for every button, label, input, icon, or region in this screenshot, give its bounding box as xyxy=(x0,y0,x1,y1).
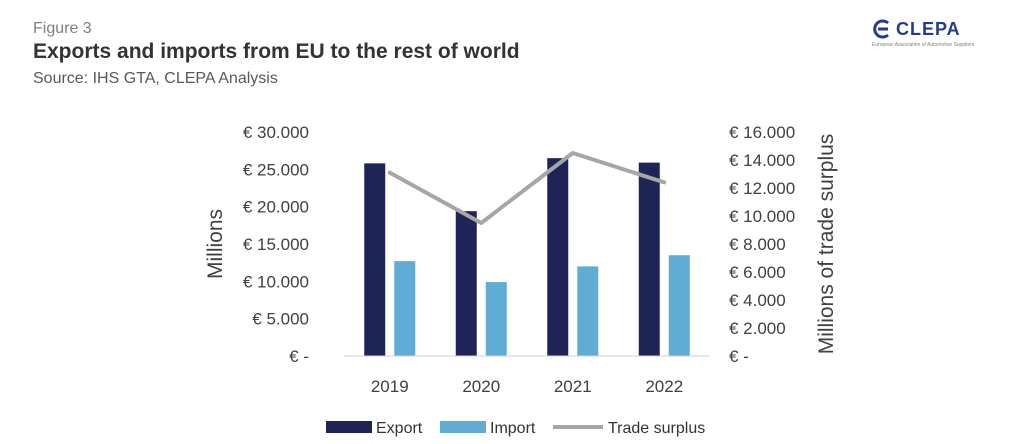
right-tick-label: € 12.000 xyxy=(729,179,795,198)
left-tick-label: € - xyxy=(289,347,309,366)
logo-name: CLEPA xyxy=(896,19,961,39)
clepa-logo-mark-icon xyxy=(873,19,889,39)
right-tick-label: € 2.000 xyxy=(729,319,786,338)
category-labels: 2019 2020 2021 2022 xyxy=(371,377,683,396)
right-axis-ticks: € - € 2.000 € 4.000 € 6.000 € 8.000 € 10.000 €… xyxy=(729,123,795,366)
import-bar-2020 xyxy=(485,282,507,356)
import-bar-2022 xyxy=(668,255,690,356)
export-bar-2021 xyxy=(547,158,569,356)
left-axis-ticks: € - € 5.000 € 10.000 € 15.000 € 20.000 € 25.0… xyxy=(243,123,309,366)
import-bar-2019 xyxy=(394,261,416,356)
import-bar-2021 xyxy=(577,266,599,356)
legend-label-import: Import xyxy=(490,420,536,437)
right-tick-label: € 14.000 xyxy=(729,151,795,170)
category-label: 2021 xyxy=(554,377,592,396)
chart-source: Source: IHS GTA, CLEPA Analysis xyxy=(33,70,278,87)
right-tick-label: € 4.000 xyxy=(729,291,786,310)
legend-swatch-import xyxy=(440,421,486,433)
export-bar-2022 xyxy=(638,162,660,356)
left-tick-label: € 10.000 xyxy=(243,272,309,291)
category-label: 2020 xyxy=(462,377,500,396)
left-tick-label: € 30.000 xyxy=(243,123,309,142)
left-tick-label: € 25.000 xyxy=(243,160,309,179)
bars xyxy=(364,158,690,356)
clepa-logo: CLEPA European Association of Automotive… xyxy=(872,18,992,54)
legend-label-export: Export xyxy=(376,420,423,437)
left-tick-label: € 20.000 xyxy=(243,198,309,217)
left-axis-title: Millions xyxy=(204,209,227,279)
legend-label-trade-surplus: Trade surplus xyxy=(608,420,705,437)
logo-tagline: European Association of Automotive Suppl… xyxy=(872,42,975,48)
chart-title: Exports and imports from EU to the rest … xyxy=(33,40,520,63)
right-tick-label: € 16.000 xyxy=(729,123,795,142)
right-tick-label: € - xyxy=(729,347,749,366)
trade-surplus-polyline xyxy=(387,151,667,225)
category-label: 2019 xyxy=(371,377,409,396)
legend: Export Import Trade surplus xyxy=(326,420,705,437)
export-bar-2019 xyxy=(364,163,386,356)
export-bar-2020 xyxy=(455,211,477,356)
left-tick-label: € 5.000 xyxy=(252,310,309,329)
trade-surplus-line xyxy=(387,151,667,225)
category-label: 2022 xyxy=(645,377,683,396)
left-tick-label: € 15.000 xyxy=(243,235,309,254)
right-axis-title: Millions of trade surplus xyxy=(815,134,838,355)
figure-label: Figure 3 xyxy=(33,20,92,37)
right-tick-label: € 8.000 xyxy=(729,235,786,254)
right-tick-label: € 6.000 xyxy=(729,263,786,282)
legend-swatch-export xyxy=(326,421,372,433)
right-tick-label: € 10.000 xyxy=(729,207,795,226)
